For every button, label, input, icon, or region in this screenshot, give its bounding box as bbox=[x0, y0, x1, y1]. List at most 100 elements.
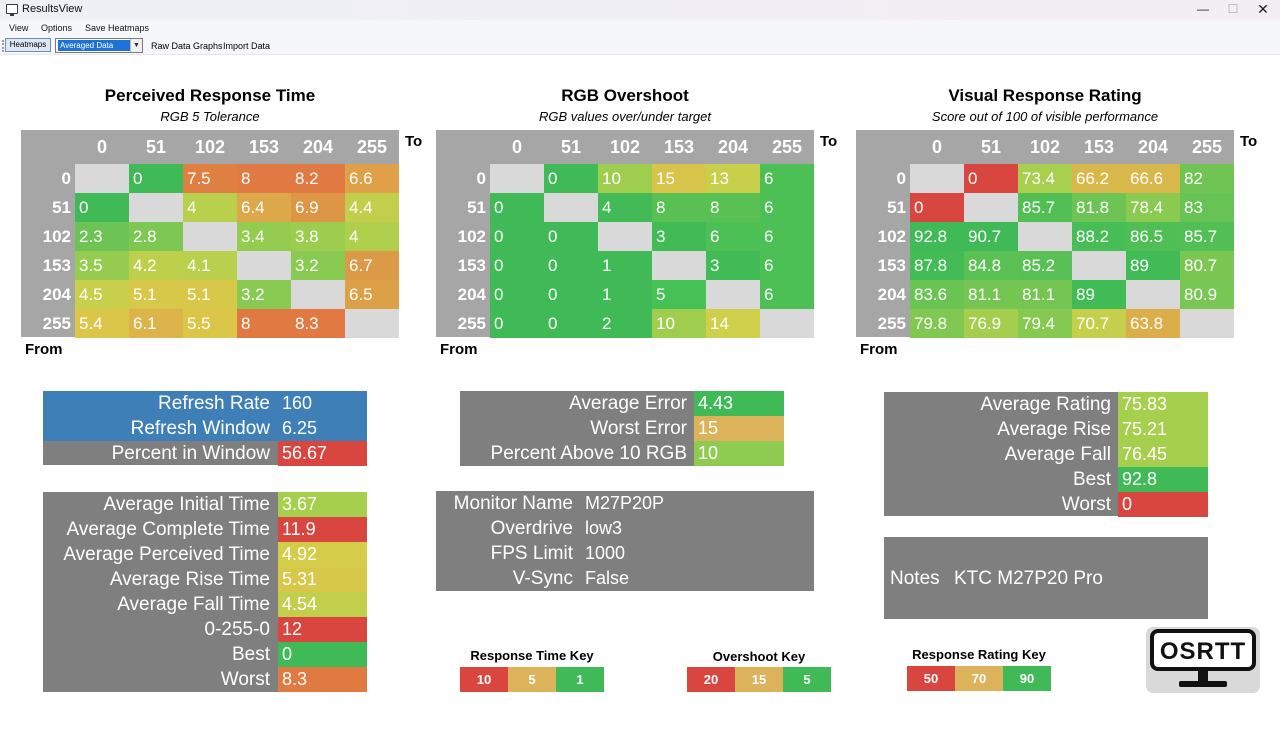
heatmap-cell: 6.4 bbox=[237, 193, 291, 222]
heatmap-cell: 70.7 bbox=[1072, 309, 1126, 338]
heatmap-cell: 81.1 bbox=[1018, 280, 1072, 309]
stat-label: Worst bbox=[1061, 494, 1111, 515]
menu-view[interactable]: View bbox=[9, 23, 29, 33]
heatmap-title: RGB Overshoot bbox=[561, 86, 689, 105]
heatmap-cell: 0 bbox=[129, 164, 183, 193]
heatmap-cell: 6 bbox=[760, 222, 814, 251]
heatmap-col-header: 51 bbox=[980, 137, 1002, 157]
heatmap-grid: 0 51 102 153 204 255 0 0 10 15 13 6 51 0 4 8 8 6 102 0 0 3 6 6 1… bbox=[436, 130, 814, 338]
heatmap-row-header: 204 bbox=[42, 285, 71, 304]
heatmap-cell: 10 bbox=[598, 164, 652, 193]
stat-value: 0 bbox=[278, 642, 367, 667]
stat-label: Average Complete Time bbox=[66, 519, 270, 540]
heatmap-cell: 6 bbox=[760, 193, 814, 222]
stat-row: V-Sync False bbox=[436, 566, 814, 591]
key-cell: 50 bbox=[907, 666, 955, 691]
heatmap-cell: 0 bbox=[490, 309, 544, 338]
stat-label: Percent in Window bbox=[111, 443, 270, 464]
stat-value: 92.8 bbox=[1118, 467, 1208, 492]
heatmap-cell: 81.1 bbox=[964, 280, 1018, 309]
heatmap-cell-empty bbox=[345, 309, 399, 338]
heatmap-cell: 2.8 bbox=[129, 222, 183, 251]
heatmap-cell: 2.3 bbox=[75, 222, 129, 251]
heatmap-from-label: From bbox=[440, 341, 478, 358]
monitor-info-panel: Monitor Name M27P20P Overdrive low3 FPS Limi… bbox=[436, 491, 814, 591]
heatmap-cell-empty bbox=[652, 251, 706, 280]
heatmap-cell: 6.7 bbox=[345, 251, 399, 280]
heatmap-cell: 3.8 bbox=[291, 222, 345, 251]
heatmap-row-header: 0 bbox=[476, 169, 486, 188]
stat-label: Average Error bbox=[569, 393, 687, 414]
menu-save-heatmaps[interactable]: Save Heatmaps bbox=[85, 23, 150, 33]
heatmap-cell-empty bbox=[75, 164, 129, 193]
heatmap-cell: 6 bbox=[760, 280, 814, 309]
stat-label: Best bbox=[1072, 469, 1111, 490]
heatmap-cell: 13 bbox=[706, 164, 760, 193]
heatmap-cell: 8 bbox=[237, 309, 291, 338]
heatmap-cell: 15 bbox=[652, 164, 706, 193]
heatmap-subtitle: Score out of 100 of visible performance bbox=[931, 109, 1159, 124]
key-cell: 15 bbox=[735, 667, 783, 692]
raw-data-graphs-button[interactable]: Raw Data Graphs bbox=[151, 41, 223, 51]
heatmap-cell: 5.1 bbox=[183, 280, 237, 309]
maximize-button[interactable]: ☐ bbox=[1227, 2, 1239, 16]
heatmap-row-header: 51 bbox=[52, 198, 71, 217]
heatmap-cell-empty bbox=[964, 193, 1018, 222]
stat-value: 15 bbox=[694, 416, 784, 441]
heatmap-cell: 6.6 bbox=[345, 164, 399, 193]
key-cell: 20 bbox=[687, 667, 735, 692]
heatmap-from-label: From bbox=[860, 341, 898, 358]
heatmap-col-header: 102 bbox=[609, 137, 641, 157]
import-data-button[interactable]: Import Data bbox=[223, 41, 271, 51]
toolbar-grip[interactable] bbox=[2, 40, 4, 52]
key-cell: 1 bbox=[556, 667, 604, 692]
stat-row: Worst 0 bbox=[884, 492, 1208, 517]
heatmap-row-header: 153 bbox=[457, 256, 486, 275]
app-icon bbox=[6, 4, 18, 16]
data-view-select[interactable]: Averaged Data ▼ bbox=[55, 38, 143, 53]
stat-value: 4.54 bbox=[278, 592, 367, 617]
heatmap-cell-empty bbox=[1072, 251, 1126, 280]
heatmap-cell: 4 bbox=[598, 193, 652, 222]
heatmap-cell: 14 bbox=[706, 309, 760, 338]
minimize-button[interactable]: — bbox=[1197, 2, 1209, 16]
heatmap-cell-empty bbox=[291, 280, 345, 309]
heatmap-cell: 5.1 bbox=[129, 280, 183, 309]
stat-value: 1000 bbox=[585, 543, 626, 563]
key-cell: 70 bbox=[955, 666, 1003, 691]
heatmap-cell: 5.4 bbox=[75, 309, 129, 338]
heatmap-col-header: 204 bbox=[717, 137, 749, 157]
heatmap-col-header: 0 bbox=[96, 137, 107, 157]
menu-options[interactable]: Options bbox=[41, 23, 73, 33]
heatmap-col-header: 255 bbox=[1191, 137, 1223, 157]
heatmap-row-header: 255 bbox=[42, 314, 71, 333]
heatmap-cell: 6.9 bbox=[291, 193, 345, 222]
stat-row: FPS Limit 1000 bbox=[436, 541, 814, 566]
stat-value: 56.67 bbox=[278, 441, 367, 466]
heatmap-cell: 0 bbox=[490, 251, 544, 280]
stat-row: Best 92.8 bbox=[884, 467, 1208, 492]
chevron-down-icon[interactable]: ▼ bbox=[130, 39, 142, 52]
stat-value: 8.3 bbox=[278, 667, 367, 692]
heatmap-row-header: 102 bbox=[457, 227, 486, 246]
heatmap-cell: 78.4 bbox=[1126, 193, 1180, 222]
heatmap-cell-empty bbox=[598, 222, 652, 251]
heatmap-row-header: 0 bbox=[896, 169, 906, 188]
heatmap-col-header: 204 bbox=[1137, 137, 1169, 157]
stat-row: Average Initial Time 3.67 bbox=[43, 492, 367, 517]
heatmap-cell: 6.5 bbox=[345, 280, 399, 309]
heatmap-row-header: 255 bbox=[457, 314, 486, 333]
heatmaps-button[interactable]: Heatmaps bbox=[5, 38, 51, 52]
heatmap-cell: 2 bbox=[598, 309, 652, 338]
heatmap-cell: 0 bbox=[544, 280, 598, 309]
stat-label: Worst bbox=[220, 669, 270, 690]
heatmap-cell-empty bbox=[1180, 309, 1234, 338]
stat-value: 11.9 bbox=[278, 517, 367, 542]
stat-row: Worst Error 15 bbox=[460, 416, 784, 441]
heatmap-cell: 0 bbox=[544, 309, 598, 338]
close-button[interactable]: ✕ bbox=[1257, 1, 1269, 17]
stat-value: 4.92 bbox=[278, 542, 367, 567]
heatmap-grid: 0 51 102 153 204 255 0 0 7.5 8 8.2 6.6 51 0 4 6.4 6.9 4.4… bbox=[21, 130, 399, 338]
window-titlebar: ResultsView — ☐ ✕ bbox=[0, 0, 1280, 20]
stat-row: 0-255-0 12 bbox=[43, 617, 367, 642]
